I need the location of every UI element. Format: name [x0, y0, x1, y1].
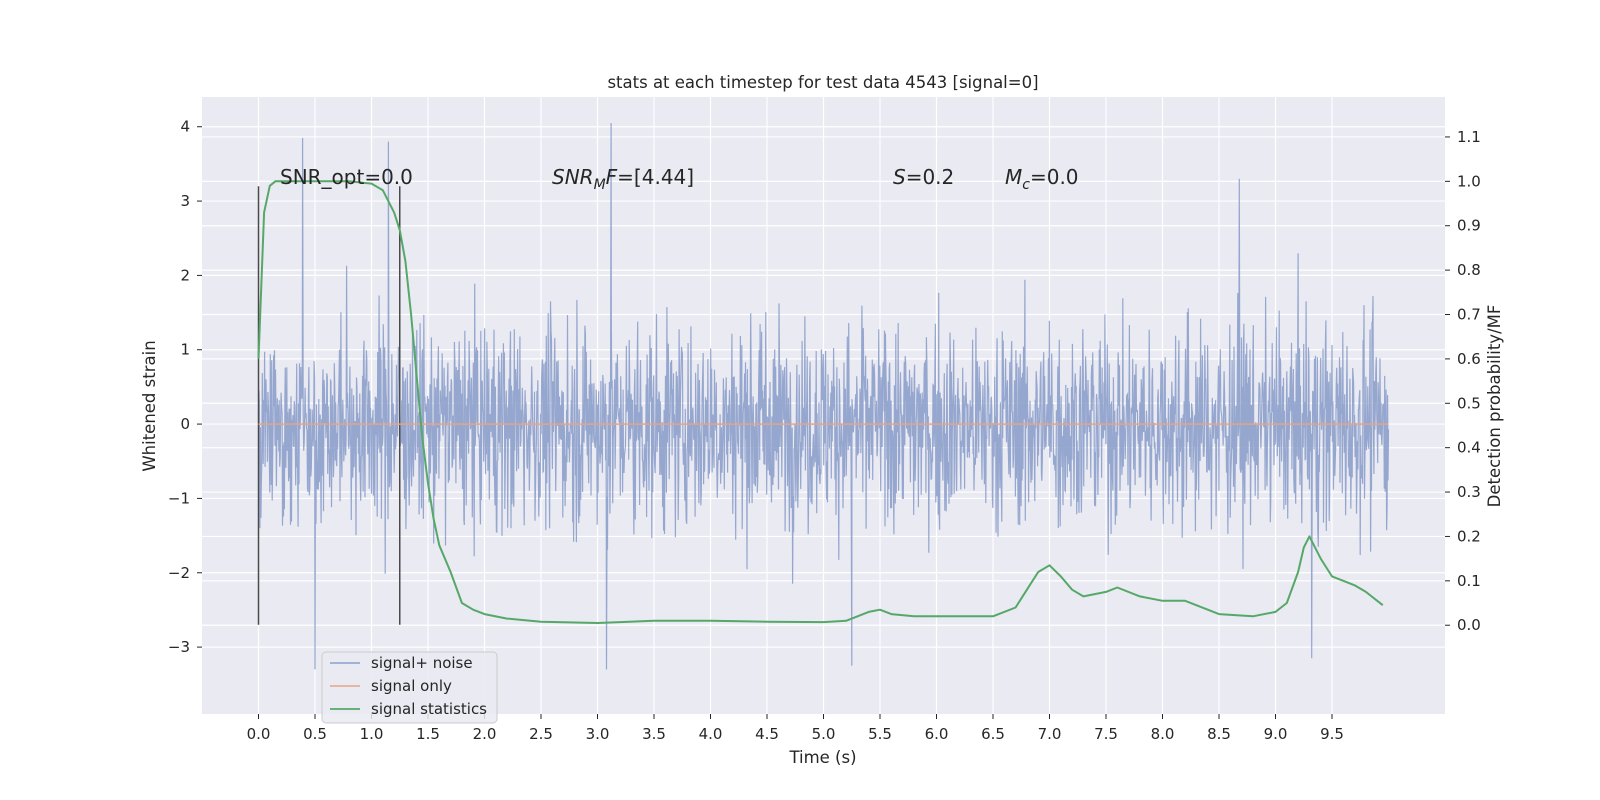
y-right-tick-label: 0.2 [1457, 527, 1481, 545]
x-tick-label: 4.0 [699, 725, 723, 743]
y-left-gridlines [202, 126, 1445, 648]
x-tick-label: 1.0 [360, 725, 384, 743]
x-tick-label: 1.5 [416, 725, 440, 743]
annotation-mc-value: =0.0 [1030, 165, 1079, 189]
y-left-tick-label: 4 [180, 118, 190, 136]
x-tick-label: 3.0 [586, 725, 610, 743]
y-left-tick-label: 3 [180, 192, 190, 210]
legend-box [321, 651, 498, 724]
legend: signal+ noise signal only signal statist… [321, 651, 498, 724]
x-tick-label: 5.5 [868, 725, 892, 743]
x-tick-label: 3.5 [642, 725, 666, 743]
y-right-tick-label: 0.0 [1457, 616, 1481, 634]
x-tick-label: 2.0 [473, 725, 497, 743]
x-tick-label: 8.0 [1151, 725, 1175, 743]
chart-title: stats at each timestep for test data 454… [607, 73, 1038, 92]
y-axis-label-left: Whitened strain [140, 340, 159, 471]
legend-label-signal-statistics: signal statistics [371, 700, 487, 718]
y-right-tick-label: 0.9 [1457, 217, 1481, 235]
annotation-snr-mf-value: =[4.44] [617, 165, 694, 189]
x-tick-label: 7.0 [1038, 725, 1062, 743]
y-right-tick-label: 0.4 [1457, 439, 1481, 457]
y-left-tick-label: 1 [180, 341, 190, 359]
x-tick-label: 8.5 [1207, 725, 1231, 743]
annotation-snr-opt: SNR_opt=0.0 [280, 165, 413, 189]
x-tick-label: 9.5 [1320, 725, 1344, 743]
x-tick-label: 0.0 [247, 725, 271, 743]
y-left-tick-label: −3 [168, 638, 190, 656]
y-right-tick-label: 0.1 [1457, 572, 1481, 590]
series-signal-plus-noise [257, 122, 1390, 670]
x-tick-labels: 0.0 0.5 1.0 1.5 2.0 2.5 3.0 3.5 4.0 4.5 5.0 5.5 6.0 6… [247, 714, 1344, 743]
y-right-tick-label: 1.1 [1457, 128, 1481, 146]
x-tick-label: 6.5 [981, 725, 1005, 743]
legend-label-signal-plus-noise: signal+ noise [371, 654, 473, 672]
x-tick-label: 4.5 [755, 725, 779, 743]
x-tick-label: 9.0 [1264, 725, 1288, 743]
series-signal-statistics [257, 180, 1384, 624]
y-left-tick-label: −2 [168, 564, 190, 582]
x-axis-label: Time (s) [788, 748, 856, 767]
vertical-markers [257, 186, 401, 625]
y-right-tick-label: 0.5 [1457, 394, 1481, 412]
y-left-tick-label: 0 [180, 415, 190, 433]
y-right-tick-label: 1.0 [1457, 172, 1481, 190]
x-tick-label: 2.5 [529, 725, 553, 743]
y-left-tick-labels: 4 3 2 1 0 −1 −2 −3 [168, 118, 202, 656]
y-right-tick-label: 0.8 [1457, 261, 1481, 279]
y-axis-label-right: Detection probability/MF [1485, 305, 1504, 508]
x-tick-label: 0.5 [303, 725, 327, 743]
noise-line [257, 122, 1390, 670]
x-tick-label: 5.0 [812, 725, 836, 743]
y-right-tick-labels: 1.1 1.0 0.9 0.8 0.7 0.6 0.5 0.4 0.3 0.2 0.1 0.0 [1445, 128, 1481, 634]
y-right-tick-label: 0.6 [1457, 350, 1481, 368]
y-left-tick-label: −1 [168, 489, 190, 507]
annotation-mc: Mc=0.0 [1005, 165, 1079, 193]
x-tick-label: 7.5 [1094, 725, 1118, 743]
y-left-tick-label: 2 [180, 266, 190, 284]
annotation-snr-mf: SNRMF=[4.44] [552, 165, 694, 193]
legend-label-signal-only: signal only [371, 677, 452, 695]
signal-statistics-line [257, 180, 1384, 624]
y-right-tick-label: 0.7 [1457, 306, 1481, 324]
y-right-tick-label: 0.3 [1457, 483, 1481, 501]
annotation-s: S=0.2 [893, 165, 954, 189]
annotation-s-value: =0.2 [906, 165, 955, 189]
x-tick-label: 6.0 [925, 725, 949, 743]
